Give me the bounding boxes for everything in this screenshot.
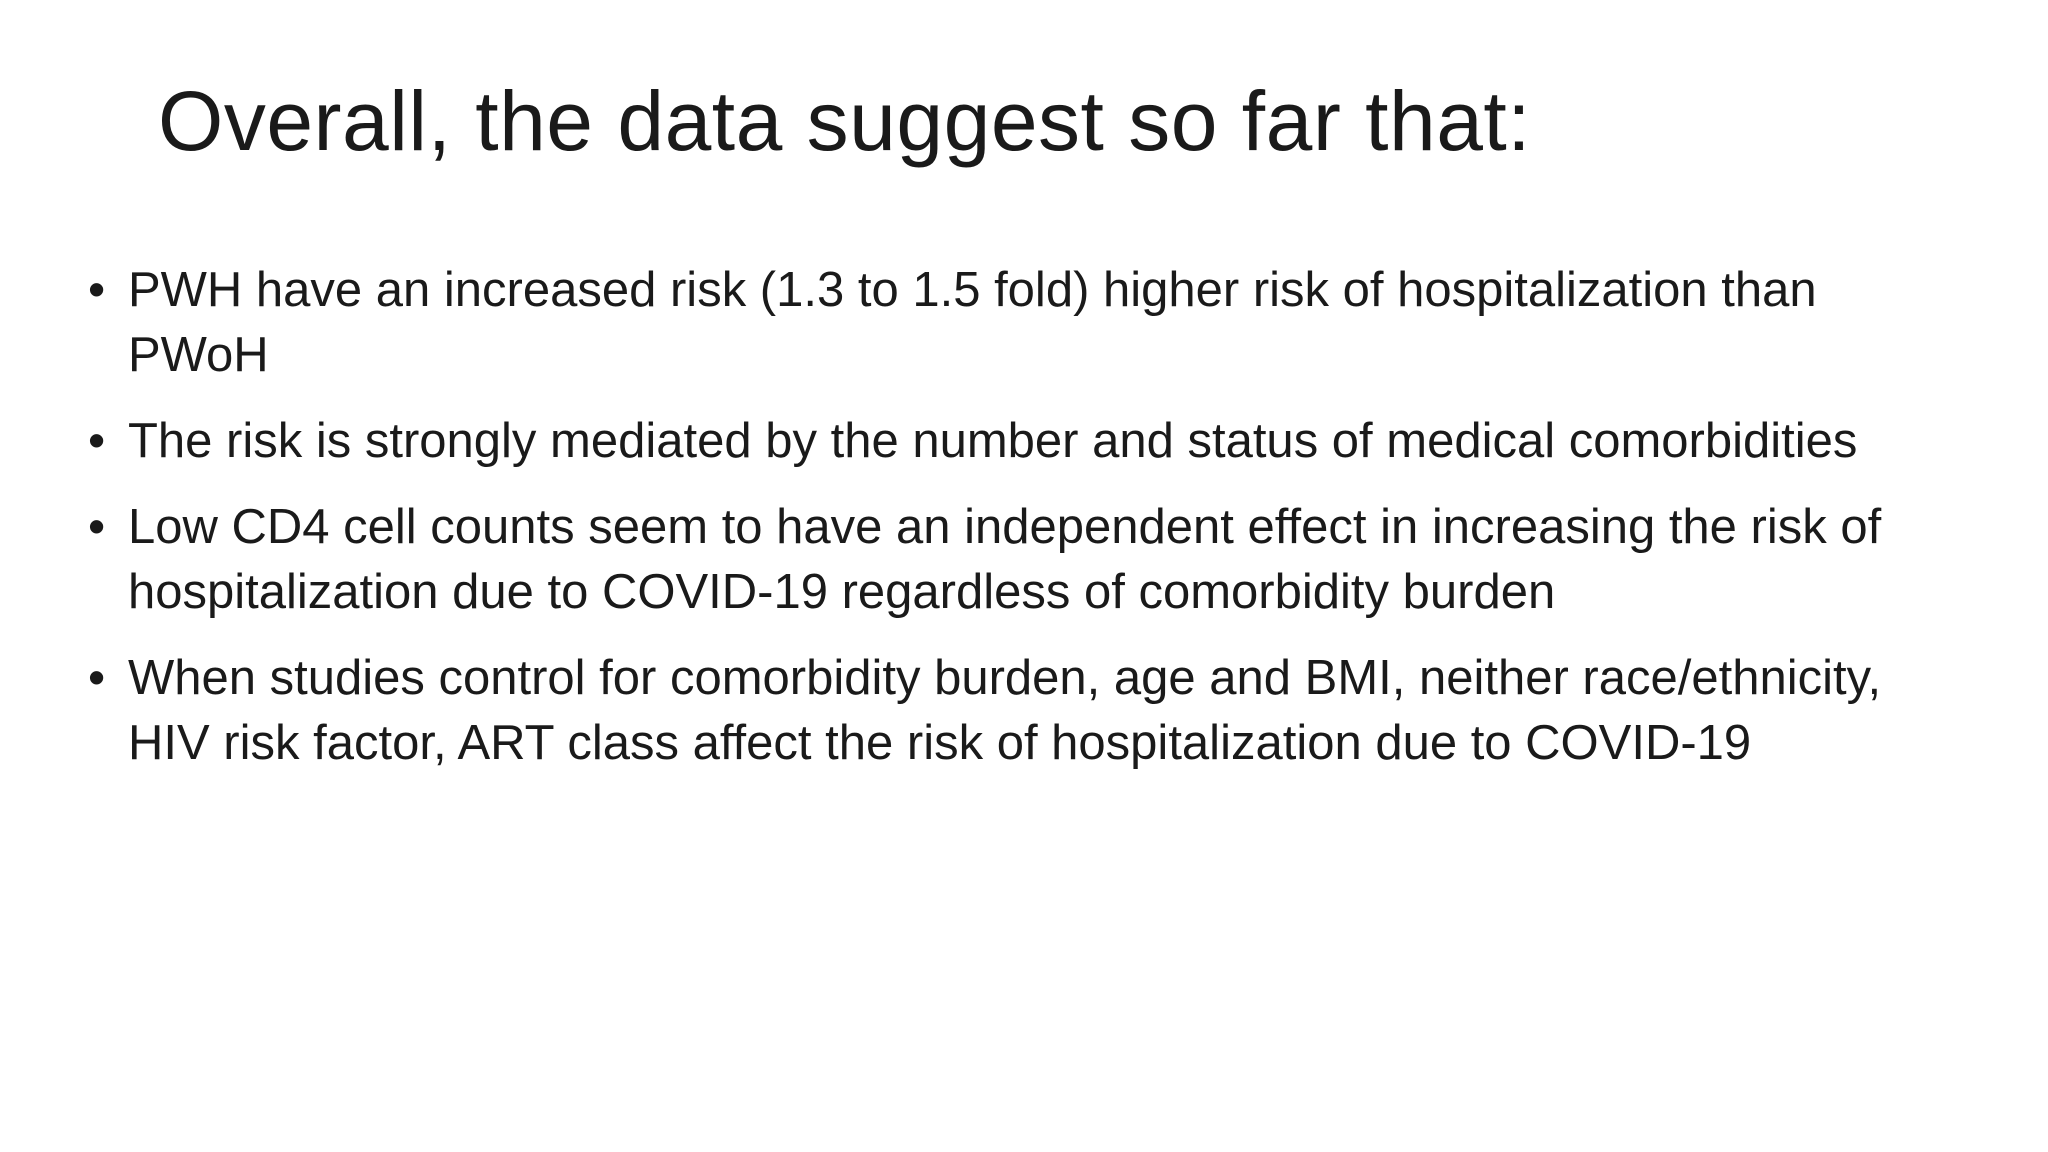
slide-title: Overall, the data suggest so far that:: [158, 74, 1532, 168]
bullet-item: • The risk is strongly mediated by the n…: [88, 409, 1968, 474]
bullet-dot-icon: •: [88, 414, 106, 468]
bullet-list: • PWH have an increased risk (1.3 to 1.5…: [88, 258, 1968, 797]
bullet-item: • PWH have an increased risk (1.3 to 1.5…: [88, 258, 1968, 388]
bullet-dot-icon: •: [88, 500, 106, 554]
bullet-text: Low CD4 cell counts seem to have an inde…: [128, 500, 1882, 619]
bullet-text: The risk is strongly mediated by the num…: [128, 414, 1858, 468]
bullet-item: • Low CD4 cell counts seem to have an in…: [88, 495, 1968, 625]
bullet-text: PWH have an increased risk (1.3 to 1.5 f…: [128, 263, 1817, 382]
bullet-item: • When studies control for comorbidity b…: [88, 646, 1968, 776]
bullet-dot-icon: •: [88, 651, 106, 705]
bullet-text: When studies control for comorbidity bur…: [128, 651, 1882, 770]
bullet-dot-icon: •: [88, 263, 106, 317]
